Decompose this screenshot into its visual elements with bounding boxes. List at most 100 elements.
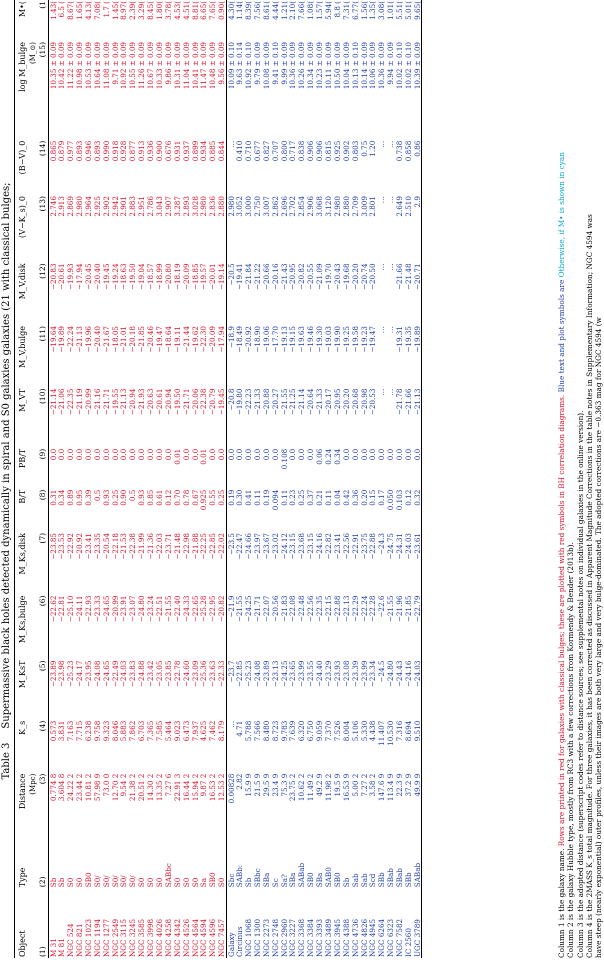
table-cell: −24.43 [395, 660, 405, 688]
table-cell: −23.61 [413, 531, 422, 595]
table-cell: NGC 2960 [279, 918, 289, 957]
table-cell: 0.738 [395, 140, 405, 162]
table-cell: −22.07 [261, 595, 271, 623]
table-row: NGC 7582 SBab 22.3 9 7.316 −24.43 −21.96 −24.3… [395, 0, 404, 958]
table-cell: −24.11 [75, 595, 85, 623]
table-cell: SAB0 [323, 867, 333, 888]
column-header: (6) [38, 594, 49, 660]
table-cell: −20.61 [155, 388, 165, 416]
table-cell: 0.89 [66, 489, 76, 506]
table-row: NGC 3384 SB0 11.49 2 6.750 −23.55 −22.56 −23.1… [306, 0, 315, 958]
table-cell: −19.13 [279, 326, 289, 353]
table-cell: … [377, 196, 387, 204]
table-cell: −21.71 [252, 595, 262, 623]
table-cell: NGC 3384 [306, 918, 316, 957]
table-cell: −23.95 [83, 660, 93, 688]
table-cell: 1.7 ( [101, 1, 111, 18]
table-cell: −20.82 [217, 595, 227, 623]
table-cell: S0 [75, 877, 85, 888]
table-cell: 0.676 [163, 140, 173, 162]
note-line: Column 4 is the 2MASS K_s total magnitud… [584, 214, 594, 958]
table-cell: 9.94 ± 0.09 [386, 42, 396, 85]
table-cell: NGC 2549 [110, 918, 120, 957]
table-cell: … [377, 263, 387, 271]
table-cell: UGC 3789 [413, 888, 422, 958]
table-cell: NGC 6264 [377, 918, 387, 957]
table-cell: 2.750 [252, 196, 262, 217]
column-header [29, 489, 38, 532]
table-cell: −21.14 [297, 388, 307, 416]
table-cell: −23.13 [270, 660, 280, 688]
table-cell: 10.06 ± 0.09 [368, 42, 378, 90]
table-cell: −23.02 [270, 532, 280, 560]
table-cell: −19.50 [128, 263, 138, 291]
table-cell: −21.55 [235, 595, 245, 623]
column-header: K_s [14, 719, 29, 773]
table-cell: −20.40 [92, 263, 102, 291]
table-cell: −20.54 [101, 532, 111, 560]
table-cell: −23.68 [297, 532, 307, 560]
table-cell: −21.96 [395, 595, 405, 623]
table-cell: −25.23 [243, 660, 253, 688]
table-cell: 2.82 [235, 773, 245, 790]
table-cell: NGC 1023 [83, 918, 93, 957]
table-row: NGC 4526 S0 16.44 2 6.473 −24.60 −24.33 −22.98… [182, 0, 191, 958]
table-cell: −19.57 [199, 263, 209, 291]
table-cell: 8.81( [190, 1, 200, 20]
table-cell: 0.827 [261, 140, 271, 162]
table-cell: 7.370 [323, 720, 333, 742]
table-cell: 0.844 [217, 140, 227, 162]
table-row: M 81 Sb 3.604 8 3.831 −23.98 −22.81 −23.53 0.34… [57, 0, 66, 958]
table-row: NGC 3227 SBa 23.75 2 7.639 −23.65 −22.08 −23.1… [288, 0, 298, 958]
table-cell: 0.928 [119, 140, 129, 162]
table-cell: −21.48 [172, 532, 182, 560]
table-cell: −20.74 [359, 263, 369, 291]
column-header: (Mpc) [29, 773, 37, 795]
table-cell: 0.00828 [226, 772, 236, 841]
table-cell: −23.91 [119, 595, 129, 623]
table-cell: −20.68 [350, 388, 360, 416]
table-cell: −24.12 [279, 532, 289, 560]
table-cell: 2.902 [101, 196, 111, 217]
note-fragment: Rows are printed in red for galaxies wit… [557, 392, 566, 847]
table-cell: −21.33 [315, 388, 325, 416]
table-cell: −24.75 [386, 532, 396, 560]
table-cell: 0.85 [146, 489, 156, 506]
table-cell: 0.936 [146, 140, 156, 162]
table-cell: −24.03 [413, 659, 422, 720]
table-cell: −22.02 [217, 532, 227, 560]
table-cell: 0.937 [181, 140, 191, 162]
table-cell: −23.65 [288, 660, 298, 688]
table-notes: Column 1 is the galaxy name. Rows are pr… [557, 0, 604, 958]
table-cell: NGC 4945 [368, 918, 378, 957]
table-cell: 2.702 [288, 196, 298, 217]
table-cell: 10.02 ± 0.10 [395, 42, 405, 90]
table-cell: 0.30 [235, 489, 245, 506]
table-cell: −24.03 [119, 660, 129, 688]
table-cell: −19.47 [368, 326, 378, 353]
table-cell: NGC 4388 [341, 918, 351, 957]
table-cell: −21.48 [403, 263, 413, 291]
table-cell: −21.55 [163, 595, 173, 623]
table-cell: −23.39 [350, 660, 360, 688]
table-cell: −21.85 [403, 595, 413, 623]
table-cell: SABb: [235, 864, 245, 888]
table-cell: −21.71 [181, 388, 191, 416]
table-cell: −22.93 [83, 595, 93, 623]
table-cell: 0.06 [315, 448, 325, 465]
column-header: M_KsT [14, 659, 29, 720]
table-cell: 12.53 2 [217, 773, 227, 802]
table-cell: 10.33 ± 0.09 [155, 42, 165, 90]
table-cell: 10.02 ± 0.10 [403, 42, 413, 90]
table-cell: −22.51 [155, 595, 165, 623]
table-cell: −22.35 [66, 388, 76, 416]
column-header: (13) [38, 195, 49, 263]
table-cell: 0.717 [288, 140, 298, 162]
table-cell: 7.526 [332, 720, 342, 742]
table-cell: 2.883 [128, 196, 138, 217]
table-cell: 8.046 [110, 720, 120, 742]
table-cell: 23.75 2 [288, 773, 298, 802]
table-cell: SBa [315, 872, 325, 888]
table-cell: −20.99 [83, 388, 93, 416]
table-cell: 0.925 [332, 140, 342, 162]
